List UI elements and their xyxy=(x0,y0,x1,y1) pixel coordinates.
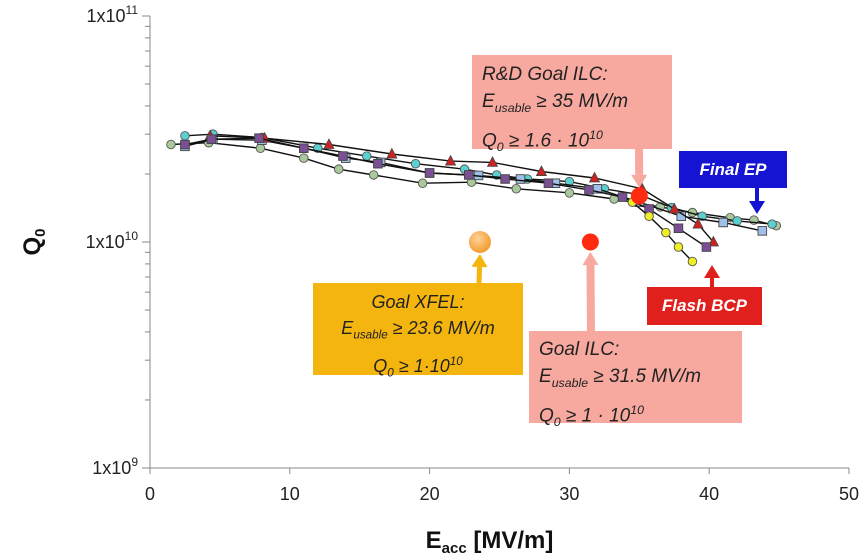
data-point xyxy=(424,168,435,178)
goal-ilc-arrow xyxy=(582,252,599,333)
goal-ilc-point xyxy=(581,233,599,251)
data-point xyxy=(255,143,266,153)
goal-ilc-callout: Goal ILC: Eusable ≥ 31.5 MV/m Q0 ≥ 1 · 1… xyxy=(529,331,742,429)
data-point xyxy=(368,170,379,180)
data-point xyxy=(644,211,654,221)
series-line xyxy=(170,141,777,227)
flash-bcp-arrow-head xyxy=(704,265,720,278)
data-point xyxy=(410,158,421,169)
data-point xyxy=(757,226,768,236)
arrow-layer xyxy=(471,147,765,333)
flash-bcp-arrow xyxy=(704,265,720,288)
rd-goal-q0: Q0 ≥ 1.6 · 1010 xyxy=(482,127,603,154)
goal-xfel-callout: Goal XFEL: Eusable ≥ 23.6 MV/m Q0 ≥ 1·10… xyxy=(313,283,523,379)
data-point xyxy=(511,184,522,194)
data-point xyxy=(732,216,742,226)
data-point xyxy=(767,219,777,229)
data-point xyxy=(617,192,628,202)
rd-goal-ilc-point xyxy=(630,187,648,205)
data-point xyxy=(718,217,728,228)
goal-xfel-title: Goal XFEL: xyxy=(371,292,465,312)
x-tick-label: 40 xyxy=(699,484,719,504)
y-tick-label: 1x109 xyxy=(92,455,138,478)
data-point xyxy=(687,256,698,267)
x-tick-label: 30 xyxy=(559,484,579,504)
data-point xyxy=(323,138,335,149)
data-point xyxy=(299,153,309,163)
data-point xyxy=(584,185,594,195)
goal-ilc-eusable: Eusable ≥ 31.5 MV/m xyxy=(539,366,701,390)
rd-goal-title: R&D Goal ILC: xyxy=(482,64,608,85)
goal-xfel-q0: Q0 ≥ 1·1010 xyxy=(373,354,463,380)
data-point xyxy=(673,242,684,252)
data-point xyxy=(588,171,601,183)
goal-xfel-arrow-shaft xyxy=(476,266,483,285)
data-point xyxy=(373,158,383,169)
x-tick-label: 20 xyxy=(420,484,440,504)
flash-bcp-label: Flash BCP xyxy=(647,287,762,325)
data-point xyxy=(692,217,704,229)
data-point xyxy=(180,131,190,141)
final-ep-arrow-head xyxy=(749,201,765,214)
goal-ilc-arrow-head xyxy=(582,252,599,266)
goal-xfel-eusable: Eusable ≥ 23.6 MV/m xyxy=(341,318,495,342)
data-point xyxy=(463,170,474,180)
series-4 xyxy=(180,133,712,252)
data-point xyxy=(361,151,372,161)
data-point xyxy=(338,151,348,161)
rd-goal-eusable: Eusable ≥ 35 MV/m xyxy=(482,91,629,115)
final-ep-label: Final EP xyxy=(679,151,787,188)
data-point xyxy=(515,174,526,184)
goal-ilc-arrow-shaft xyxy=(586,264,595,333)
data-point xyxy=(564,188,575,198)
goal-ilc-title: Goal ILC: xyxy=(539,339,620,360)
data-point xyxy=(180,139,190,150)
data-point xyxy=(486,156,499,167)
rd-goal-arrow xyxy=(631,147,648,188)
data-point xyxy=(166,139,176,150)
goal-xfel-point xyxy=(468,231,491,253)
y-axis-title: Q0 xyxy=(19,228,49,255)
rd-goal-ilc-callout: R&D Goal ILC: Eusable ≥ 35 MV/m Q0 ≥ 1.6… xyxy=(472,55,672,154)
data-point xyxy=(333,164,344,174)
axes: 0 10 20 30 40 50 1x109 1x1010 1x1011 Eacc [MV/m] Q… xyxy=(19,3,859,557)
highlight-layer xyxy=(468,187,648,253)
final-ep-arrow xyxy=(749,188,765,214)
goal-xfel-arrow-head xyxy=(471,254,488,268)
data-point xyxy=(500,174,510,184)
y-tick-label: 1x1011 xyxy=(86,3,138,26)
data-point xyxy=(299,143,309,153)
data-point xyxy=(668,202,680,214)
x-tick-label: 10 xyxy=(280,484,300,504)
x-axis-title: Eacc [MV/m] xyxy=(426,527,554,557)
series-5 xyxy=(627,197,698,267)
data-point xyxy=(701,242,712,252)
data-point xyxy=(206,134,217,144)
series-line xyxy=(184,133,773,225)
goal-xfel-arrow xyxy=(471,254,488,285)
data-point xyxy=(543,178,554,188)
series-layer xyxy=(166,129,782,267)
data-point xyxy=(386,147,398,159)
rd-goal-arrow-head xyxy=(631,174,648,188)
data-point xyxy=(417,178,428,188)
data-point xyxy=(673,223,684,234)
y-tick-label: 1x1010 xyxy=(86,229,139,252)
data-point xyxy=(564,176,575,187)
data-point xyxy=(254,133,264,143)
data-point xyxy=(535,165,548,176)
goal-ilc-q0: Q0 ≥ 1 · 1010 xyxy=(539,402,644,429)
data-point xyxy=(661,227,671,238)
x-tick-label: 0 xyxy=(145,484,155,504)
data-point xyxy=(444,154,457,166)
x-tick-label: 50 xyxy=(839,484,859,504)
